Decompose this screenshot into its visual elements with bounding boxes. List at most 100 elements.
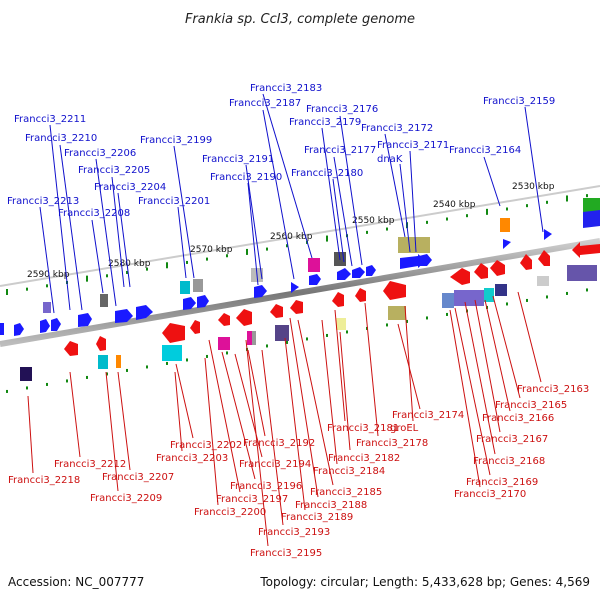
forward-gene-arrow[interactable] [115,309,133,323]
forward-gene-arrow[interactable] [254,285,267,298]
reverse-gene-arrow[interactable] [64,341,78,356]
reverse-gene-arrow[interactable] [96,336,106,351]
forward-gene-arrow[interactable] [14,323,24,336]
gene-box-cyan-lower[interactable] [162,345,182,361]
gene-label-francci3-2187[interactable]: Francci3_2187 [229,98,301,109]
gene-label-francci3-2169[interactable]: Francci3_2169 [466,477,538,488]
gene-label-francci3-2209[interactable]: Francci3_2209 [90,493,162,504]
gene-label-francci3-2194[interactable]: Francci3_2194 [239,459,311,470]
gene-label-francci3-2207[interactable]: Francci3_2207 [102,472,174,483]
reverse-gene-arrow[interactable] [290,300,303,314]
forward-gene-arrow[interactable] [197,295,209,308]
gene-label-francci3-2168[interactable]: Francci3_2168 [473,456,545,467]
reverse-gene-arrow[interactable] [538,250,550,266]
gene-label-francci3-2204[interactable]: Francci3_2204 [94,182,166,193]
gene-label-francci3-2180[interactable]: Francci3_2180 [291,168,363,179]
gene-box-gray-thin[interactable] [252,331,256,345]
reverse-gene-arrow[interactable] [383,281,406,300]
gene-label-francci3-2197[interactable]: Francci3_2197 [216,494,288,505]
gene-label-francci3-2199[interactable]: Francci3_2199 [140,135,212,146]
gene-label-francci3-2167[interactable]: Francci3_2167 [476,434,548,445]
reverse-gene-arrow[interactable] [218,313,230,326]
gene-label-francci3-2191[interactable]: Francci3_2191 [202,154,274,165]
gene-label-francci3-2176[interactable]: Francci3_2176 [306,104,378,115]
gene-label-francci3-2170[interactable]: Francci3_2170 [454,489,526,500]
forward-gene-arrow[interactable] [419,254,432,266]
gene-label-francci3-2189[interactable]: Francci3_2189 [281,512,353,523]
forward-gene-arrow[interactable] [291,282,299,293]
gene-label-francci3-2179[interactable]: Francci3_2179 [289,117,361,128]
gene-label-francci3-2196[interactable]: Francci3_2196 [230,481,302,492]
reverse-gene-arrow[interactable] [162,323,185,343]
gene-box-indigo[interactable] [275,325,289,341]
gene-label-francci3-2212[interactable]: Francci3_2212 [54,459,126,470]
gene-label-francci3-2192[interactable]: Francci3_2192 [243,438,315,449]
gene-label-francci3-2203[interactable]: Francci3_2203 [156,453,228,464]
reverse-gene-arrow[interactable] [270,304,283,318]
gene-label-francci3-2171[interactable]: Francci3_2171 [377,140,449,151]
gene-label-dnak[interactable]: dnaK [377,154,403,165]
reverse-gene-arrow[interactable] [450,268,470,285]
gene-label-francci3-2185[interactable]: Francci3_2185 [310,487,382,498]
gene-box-cyan[interactable] [180,281,190,294]
gene-label-francci3-2193[interactable]: Francci3_2193 [258,527,330,538]
gene-box-purple-large[interactable] [567,265,597,281]
forward-gene-arrow[interactable] [51,318,61,331]
gene-label-francci3-2201[interactable]: Francci3_2201 [138,196,210,207]
gene-label-francci3-2184[interactable]: Francci3_2184 [313,466,385,477]
gene-box-cyan-small[interactable] [98,355,108,369]
forward-gene-arrow[interactable] [366,265,376,276]
reverse-gene-arrow[interactable] [490,260,505,276]
gene-label-francci3-2178[interactable]: Francci3_2178 [356,438,428,449]
gene-box-violet[interactable] [454,290,484,306]
gene-box-orange-small[interactable] [116,355,121,368]
gene-label-francci3-2182[interactable]: Francci3_2182 [328,453,400,464]
gene-label-francci3-2213[interactable]: Francci3_2213 [7,196,79,207]
gene-box-teal[interactable] [484,288,494,302]
forward-gene-arrow[interactable] [544,229,552,240]
gene-label-francci3-2202[interactable]: Francci3_2202 [170,440,242,451]
forward-gene-arrow[interactable] [503,239,511,249]
gene-label-francci3-2211[interactable]: Francci3_2211 [14,114,86,125]
gene-box-olive-lower[interactable] [388,306,406,320]
gene-label-groel[interactable]: groEL [390,423,419,434]
gene-label-francci3-2208[interactable]: Francci3_2208 [58,208,130,219]
gene-box-magenta[interactable] [308,258,320,272]
gene-box-magenta-lower[interactable] [218,337,230,350]
gene-label-francci3-2174[interactable]: Francci3_2174 [392,410,464,421]
reverse-gene-arrow[interactable] [474,263,488,279]
gene-label-francci3-2165[interactable]: Francci3_2165 [495,400,567,411]
gene-label-francci3-2205[interactable]: Francci3_2205 [78,165,150,176]
forward-gene-arrow[interactable] [136,305,153,320]
gene-label-francci3-2164[interactable]: Francci3_2164 [449,145,521,156]
gene-label-francci3-2218[interactable]: Francci3_2218 [8,475,80,486]
forward-gene-arrow[interactable] [0,323,4,335]
reverse-gene-arrow[interactable] [190,320,200,334]
reverse-gene-arrow[interactable] [355,288,366,302]
gene-label-francci3-2172[interactable]: Francci3_2172 [361,123,433,134]
gene-label-francci3-2188[interactable]: Francci3_2188 [295,500,367,511]
forward-gene-arrow[interactable] [309,274,321,285]
gene-box-gray[interactable] [193,279,203,292]
forward-gene-arrow[interactable] [583,210,600,228]
forward-gene-arrow[interactable] [337,268,351,280]
gene-box-green[interactable] [583,198,600,212]
gene-box-purple[interactable] [43,302,51,313]
forward-gene-arrow[interactable] [78,313,92,327]
reverse-gene-arrow[interactable] [236,309,252,326]
gene-label-francci3-2177[interactable]: Francci3_2177 [304,145,376,156]
gene-label-francci3-2190[interactable]: Francci3_2190 [210,172,282,183]
gene-box-slate[interactable] [442,293,454,308]
gene-label-francci3-2159[interactable]: Francci3_2159 [483,96,555,107]
forward-gene-arrow[interactable] [183,297,196,310]
gene-box-dark[interactable] [20,367,32,381]
gene-box-pink[interactable] [247,331,252,345]
gene-label-francci3-2183[interactable]: Francci3_2183 [250,83,322,94]
gene-box-orange[interactable] [500,218,510,232]
reverse-gene-arrow[interactable] [572,242,600,258]
gene-box-small-gray[interactable] [100,294,108,307]
gene-label-francci3-2200[interactable]: Francci3_2200 [194,507,266,518]
gene-label-francci3-2206[interactable]: Francci3_2206 [64,148,136,159]
gene-box-olive[interactable] [398,237,430,253]
gene-label-francci3-2181[interactable]: Francci3_2181 [327,423,399,434]
